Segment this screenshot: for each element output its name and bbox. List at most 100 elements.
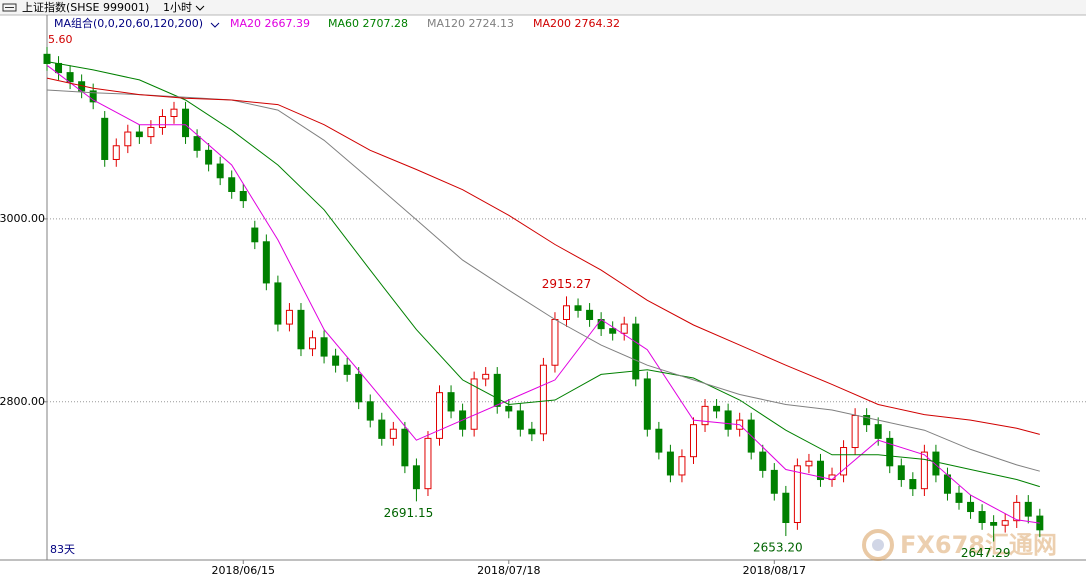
candle-body: [436, 392, 444, 439]
candle-body: [158, 116, 166, 128]
candle-body: [182, 108, 190, 138]
legend-value: 2724.13: [469, 17, 515, 30]
legend-value: 2707.28: [363, 17, 409, 30]
candle-body: [89, 90, 97, 103]
candle-body: [713, 405, 721, 412]
candle-body: [655, 428, 663, 453]
y-tick-label: 2800.00: [0, 395, 45, 408]
candle-body: [609, 328, 617, 334]
candle-body: [124, 131, 132, 147]
candle-body: [770, 469, 778, 494]
candle-body: [55, 62, 63, 74]
candle-body: [574, 305, 582, 311]
candle-body: [551, 319, 559, 366]
candle-body: [516, 410, 524, 430]
window-icon[interactable]: [2, 3, 17, 12]
candle-body: [851, 415, 859, 449]
indicator-arrow[interactable]: [210, 22, 220, 28]
extreme-label: 2647.29: [961, 546, 1011, 560]
candle-body: [1001, 520, 1009, 526]
candle-body: [586, 309, 594, 321]
legend-entry: MA20 2667.39: [230, 17, 310, 30]
legend-value: 2764.32: [575, 17, 621, 30]
candle-body: [805, 460, 813, 467]
extreme-label: 2915.27: [542, 277, 592, 291]
indicator-name[interactable]: MA组合(0,0,20,60,120,200): [54, 16, 203, 30]
candle-body: [632, 323, 640, 380]
candle-body: [689, 424, 697, 458]
candle-body: [863, 415, 871, 426]
extreme-label: 2653.20: [753, 541, 803, 555]
watermark-ring: [862, 529, 894, 561]
candle-body: [978, 511, 986, 524]
candle-body: [874, 424, 882, 439]
symbol-title: 上证指数(SHSE 999001): [22, 0, 149, 14]
candle-body: [66, 72, 74, 83]
candle-body: [274, 282, 282, 325]
ma-line: [46, 77, 1040, 435]
candle-body: [943, 474, 951, 494]
candle-body: [1013, 501, 1021, 522]
candle-body: [493, 373, 501, 407]
candle-body: [228, 177, 236, 192]
candle-body: [447, 392, 455, 412]
candle-body: [793, 465, 801, 524]
candle-body: [389, 428, 397, 439]
candle-body: [170, 108, 178, 118]
candle-body: [528, 428, 536, 435]
x-tick-label: 2018/08/17: [743, 564, 806, 577]
watermark: FX678汇通网: [900, 531, 1057, 559]
candle-body: [147, 126, 155, 138]
ma-line: [46, 64, 1040, 524]
candle-body: [112, 145, 120, 160]
candle-body: [620, 323, 628, 334]
legend-name: MA120: [427, 17, 465, 30]
candle-body: [909, 479, 917, 490]
legend-value: 2667.39: [265, 17, 311, 30]
candle-body: [990, 522, 998, 526]
candle-body: [759, 451, 767, 471]
candle-body: [505, 405, 513, 412]
candle-body: [724, 410, 732, 430]
legend-name: MA20: [230, 17, 261, 30]
footnote: 83天: [50, 543, 75, 556]
legend-entry: MA60 2707.28: [328, 17, 408, 30]
watermark-logo: [862, 529, 894, 561]
candle-body: [355, 373, 363, 403]
candle-body: [678, 456, 686, 476]
candle-body: [401, 428, 409, 467]
candle-body: [920, 451, 928, 490]
period-selector[interactable]: 1小时: [163, 1, 192, 14]
candle-body: [320, 337, 328, 357]
candle-body: [643, 378, 651, 430]
candle-body: [886, 437, 894, 467]
candle-body: [666, 451, 674, 476]
extreme-label: 2691.15: [384, 506, 434, 520]
candle-body: [378, 419, 386, 439]
candle-body: [285, 309, 293, 325]
candle-body: [539, 364, 547, 435]
x-tick-label: 2018/06/15: [212, 564, 275, 577]
period-arrow[interactable]: [195, 5, 205, 11]
candle-body: [43, 53, 51, 64]
candle-body: [366, 401, 374, 421]
candle-body: [205, 149, 213, 165]
icon-frame: [2, 3, 17, 12]
candle-body: [193, 136, 201, 151]
legend-entry: MA200 2764.32: [533, 17, 620, 30]
candle-body: [424, 437, 432, 490]
legend-name: MA200: [533, 17, 571, 30]
top-label: 5.60: [48, 33, 73, 46]
candle-body: [251, 227, 259, 243]
candle-body: [297, 309, 305, 350]
candle-body: [897, 465, 905, 481]
candle-body: [482, 373, 490, 380]
candle-body: [470, 378, 478, 430]
candle-body: [309, 337, 317, 350]
candle-body: [816, 460, 824, 481]
candle-body: [967, 501, 975, 513]
candle-body: [216, 163, 224, 179]
candle-body: [101, 117, 109, 160]
